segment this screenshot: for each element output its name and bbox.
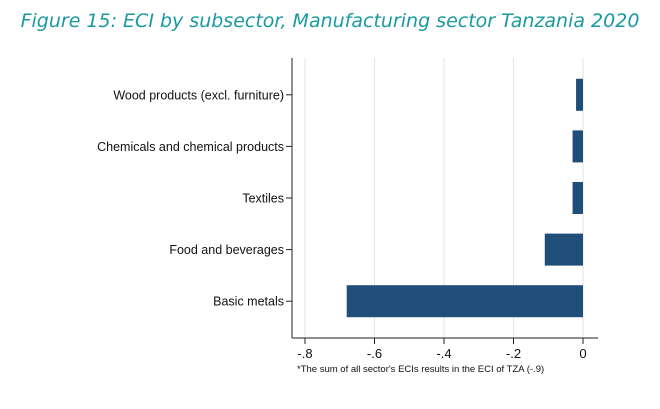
- bar: [572, 130, 583, 163]
- bar: [572, 182, 583, 214]
- category-label: Wood products (excl. furniture): [113, 88, 284, 102]
- bar: [544, 233, 583, 266]
- footnote: *The sum of all sector's ECIs results in…: [297, 364, 544, 375]
- bars: [346, 78, 583, 318]
- bar: [576, 78, 583, 111]
- bar: [346, 285, 583, 318]
- category-label: Food and beverages: [169, 243, 284, 257]
- x-tick-label: -.8: [297, 346, 312, 361]
- category-labels: Wood products (excl. furniture) Chemicals…: [97, 88, 284, 308]
- x-tick-label: -.4: [436, 346, 451, 361]
- axes: [286, 58, 598, 344]
- x-tick-label: 0: [579, 346, 586, 361]
- category-label: Textiles: [242, 192, 284, 206]
- tick-labels: -.8 -.6 -.4 -.2 0: [297, 346, 586, 361]
- category-label: Basic metals: [213, 295, 284, 309]
- figure-title: Figure 15: ECI by subsector, Manufacturi…: [20, 10, 640, 32]
- x-tick-label: -.2: [506, 346, 521, 361]
- x-tick-label: -.6: [367, 346, 382, 361]
- category-label: Chemicals and chemical products: [97, 140, 284, 154]
